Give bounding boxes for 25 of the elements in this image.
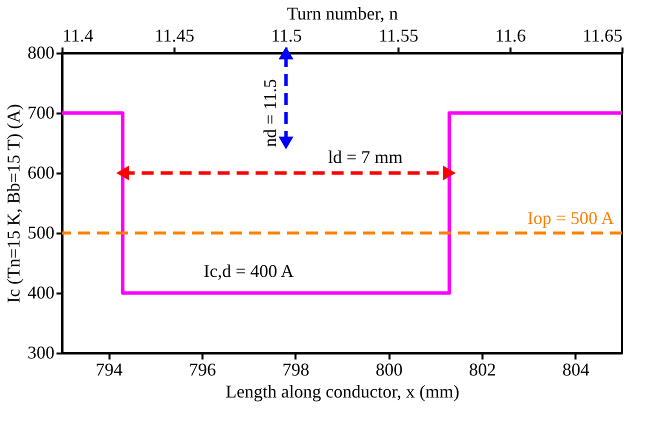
y-tick-label: 600 [28, 162, 54, 182]
x-tick-label: 796 [189, 360, 216, 380]
y-tick-label: 500 [28, 222, 54, 242]
y-tick-label: 400 [28, 282, 54, 302]
annotation: nd = 11.5 [260, 79, 280, 147]
x2-tick-label: 11.65 [582, 26, 622, 46]
x2-axis-title: Turn number, n [286, 4, 398, 24]
x-tick-label: 794 [96, 360, 123, 380]
x2-tick-label: 11.55 [378, 26, 418, 46]
x-tick-label: 800 [376, 360, 403, 380]
y-tick-label: 700 [28, 102, 54, 122]
x-tick-label: 798 [282, 360, 310, 380]
annotation: ld = 7 mm [328, 147, 403, 167]
x2-tick-label: 11.5 [271, 26, 302, 46]
x-axis-title: Length along conductor, x (mm) [226, 382, 460, 402]
y-tick-label: 800 [28, 42, 54, 62]
x2-tick-label: 11.4 [62, 26, 94, 46]
x-tick-label: 802 [469, 360, 496, 380]
y-axis-title: Ic (Tn=15 K, Bb=15 T) (A) [4, 104, 24, 303]
x2-tick-label: 11.45 [154, 26, 194, 46]
annotation: Ic,d = 400 A [204, 261, 294, 281]
ref-line-label: Iop = 500 A [527, 208, 614, 228]
x2-tick-label: 11.6 [495, 26, 526, 46]
y-tick-label: 300 [28, 342, 54, 362]
x-tick-label: 804 [562, 360, 590, 380]
